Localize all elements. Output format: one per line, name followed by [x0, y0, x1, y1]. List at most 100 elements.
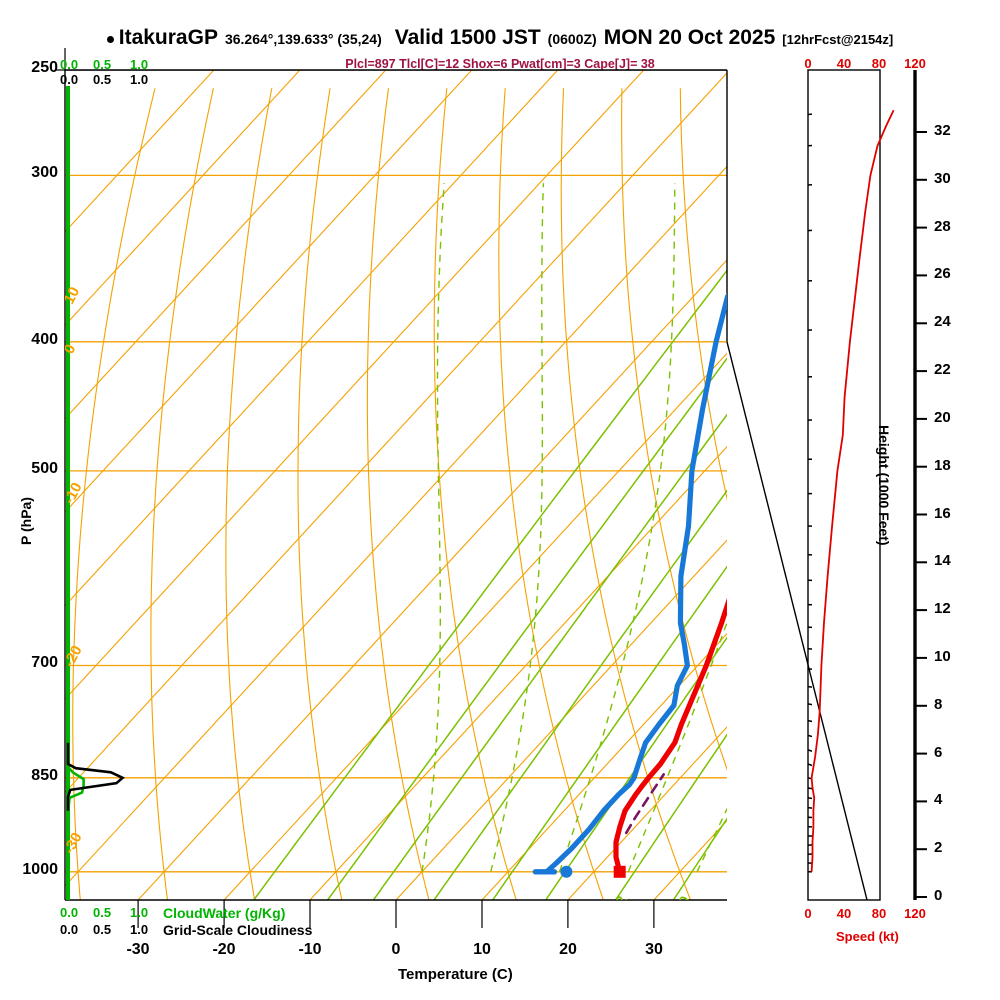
- mixing-ratio-label: 2: [354, 900, 372, 915]
- wind-barb: [807, 844, 812, 846]
- cloudiness-bottom-2: 1.0: [130, 922, 149, 937]
- isotherm-label: 10: [741, 367, 764, 390]
- wind-barb: [807, 329, 812, 331]
- trace-dewpoint: [543, 293, 727, 875]
- wind-barb: [807, 525, 812, 527]
- forecast-tag: [12hrFcst@2154z]: [782, 32, 894, 47]
- surface-temperature-marker: [613, 865, 626, 878]
- height-tick-6: 6: [934, 744, 943, 761]
- wind-barb: [807, 787, 812, 790]
- wind-barb: [807, 647, 812, 650]
- mixing-ratio-label: 3: [414, 900, 432, 915]
- height-tick-28: 28: [934, 218, 951, 235]
- temperature-tick--20: -20: [212, 941, 236, 958]
- temperature-axis-label: Temperature (C): [398, 966, 513, 983]
- wind-barb: [807, 144, 812, 147]
- cloudwater-top-0: 0.0: [60, 57, 79, 72]
- temperature-tick-20: 20: [559, 941, 577, 958]
- pressure-tick-1000: 1000: [22, 861, 58, 878]
- cloudiness-top-1: 0.5: [93, 72, 112, 87]
- pressure-tick-300: 300: [31, 164, 58, 181]
- wind-barb: [807, 113, 812, 116]
- header-title-bar: ItakuraGP 36.264°,139.633° (35,24) Valid…: [0, 26, 1000, 52]
- cloudiness-trace: [66, 742, 125, 811]
- speed-tick-bottom-120: 120: [904, 906, 926, 921]
- wind-barb: [807, 419, 812, 421]
- height-tick-4: 4: [934, 791, 943, 808]
- wind-barb: [807, 862, 812, 864]
- pressure-tick-700: 700: [31, 654, 58, 671]
- height-tick-22: 22: [934, 361, 951, 378]
- temperature-tick--30: -30: [126, 941, 150, 958]
- wind-barb: [807, 579, 812, 582]
- speed-trace: [810, 109, 895, 872]
- height-axis: [913, 70, 927, 900]
- speed-axis-label: Speed (kt): [836, 929, 899, 944]
- height-tick-26: 26: [934, 265, 951, 282]
- wind-barb: [807, 626, 812, 629]
- speed-tick-top-120: 120: [904, 56, 926, 71]
- height-tick-0: 0: [934, 887, 943, 904]
- speed-tick-bottom-80: 80: [871, 906, 887, 921]
- surface-dewpoint-marker: [560, 865, 573, 878]
- height-tick-12: 12: [934, 600, 951, 617]
- height-tick-2: 2: [934, 839, 943, 856]
- station-block: ItakuraGP: [106, 26, 218, 50]
- height-axis-label: Height (1000 Feet): [876, 425, 892, 546]
- isotherm-label: 0: [737, 232, 756, 247]
- speed-tick-bottom-40: 40: [836, 906, 852, 921]
- isotherm-label: 30: [837, 541, 860, 564]
- isotherm-label: 10: [61, 284, 84, 307]
- wind-barb: [807, 816, 812, 819]
- wind-barb: [807, 183, 812, 186]
- cloudiness-bottom-1: 0.5: [93, 922, 112, 937]
- speed-panel: [807, 69, 895, 901]
- valid-time-utc: (0600Z): [547, 31, 597, 47]
- plot-frame: [55, 48, 868, 928]
- mixing-ratio-label: 12: [609, 893, 631, 914]
- height-tick-18: 18: [934, 457, 951, 474]
- pressure-tick-400: 400: [31, 331, 58, 348]
- wind-barb: [807, 749, 812, 752]
- height-tick-14: 14: [934, 552, 951, 569]
- height-tick-32: 32: [934, 122, 951, 139]
- wind-barb-column: [807, 113, 812, 873]
- trace-temperature: [613, 597, 727, 875]
- mixing-ratio-label: 20: [672, 893, 694, 914]
- temperature-tick-0: 0: [391, 941, 401, 958]
- stability-indices-line: Plcl=897 Tlcl[C]=12 Shox=6 Pwat[cm]=3 Ca…: [345, 57, 655, 71]
- cloudwater-bottom-2: 1.0: [130, 905, 149, 920]
- temperature-tick-30: 30: [645, 941, 663, 958]
- mixing-ratio-label: 5: [476, 900, 494, 915]
- station-coordinates: 36.264°,139.633° (35,24): [224, 31, 382, 47]
- cloudwater-trace: [66, 742, 85, 811]
- wind-barb: [807, 376, 812, 378]
- wind-barb: [807, 703, 812, 706]
- cloudwater-bottom-1: 0.5: [93, 905, 112, 920]
- wind-barb: [807, 763, 812, 767]
- temperature-tick-10: 10: [473, 941, 491, 958]
- cloudwater-axis-label: CloudWater (g/Kg): [163, 905, 286, 921]
- pressure-tick-250: 250: [31, 59, 58, 76]
- cloudiness-top-2: 1.0: [130, 72, 149, 87]
- height-tick-30: 30: [934, 170, 951, 187]
- wind-barb: [807, 797, 812, 800]
- pressure-axis-label: P (hPa): [18, 497, 34, 545]
- wind-barb: [807, 777, 812, 780]
- height-tick-24: 24: [934, 313, 951, 330]
- wind-barb: [808, 835, 812, 837]
- wind-barb: [807, 553, 812, 556]
- wind-barb: [807, 668, 812, 671]
- cloudwater-top-1: 0.5: [93, 57, 112, 72]
- wind-barb: [808, 871, 812, 873]
- wind-barb: [807, 825, 812, 828]
- wind-barb: [807, 603, 812, 606]
- wind-barb: [808, 492, 812, 495]
- temperature-tick--10: -10: [298, 941, 322, 958]
- cloudwater-top-2: 1.0: [130, 57, 149, 72]
- wind-barb: [807, 806, 812, 809]
- pressure-tick-500: 500: [31, 460, 58, 477]
- trace-parcel: [624, 773, 666, 835]
